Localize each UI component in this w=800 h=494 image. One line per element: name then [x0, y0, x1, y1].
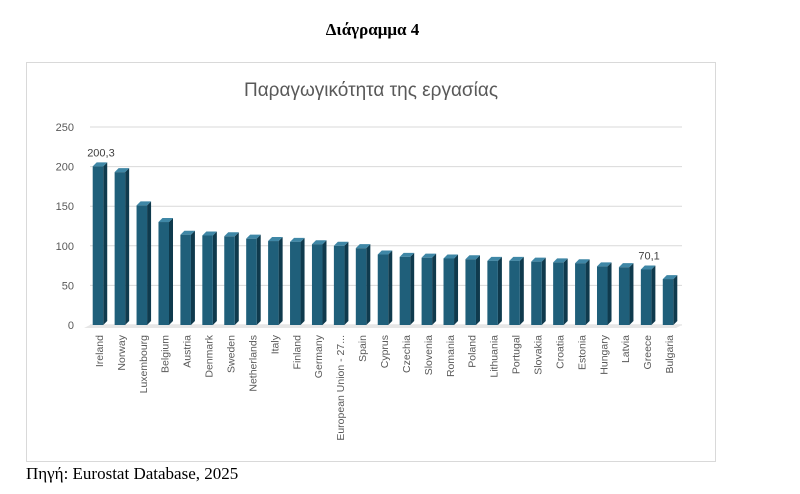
bar	[509, 256, 524, 325]
x-tick-label: Cyprus	[379, 335, 391, 368]
x-tick-label: Italy	[269, 334, 281, 354]
figure-caption: Διάγραμμα 4	[325, 20, 420, 39]
bar	[618, 263, 634, 325]
x-tick-label: Bulgaria	[664, 335, 676, 374]
bar	[246, 234, 261, 325]
bar	[443, 254, 459, 325]
bar	[662, 275, 678, 325]
bar	[553, 258, 568, 325]
x-tick-label: Romania	[445, 335, 457, 377]
x-tick-label: Spain	[357, 335, 369, 362]
bar	[333, 241, 349, 325]
source-note: Πηγή: Eurostat Database, 2025	[26, 464, 239, 483]
bar-chart: Παραγωγικότητα της εργασίας 0 50 100 150 200…	[56, 80, 682, 441]
bar	[158, 218, 174, 325]
y-tick-label: 0	[68, 320, 74, 332]
x-tick-label: Slovenia	[423, 335, 435, 375]
y-tick-label: 250	[56, 122, 74, 134]
x-tick-label: Czechia	[401, 335, 413, 373]
chart-frame: Παραγωγικότητα της εργασίας 0 50 100 150 200…	[26, 62, 716, 462]
bar	[465, 255, 480, 325]
bar	[421, 253, 437, 325]
x-tick-label: Estonia	[576, 335, 588, 370]
x-tick-label: Sweden	[226, 335, 238, 373]
bar	[377, 250, 393, 325]
x-tick-label: Latvia	[620, 335, 632, 363]
x-tick-label: Belgium	[160, 335, 172, 373]
y-tick-label: 200	[56, 162, 74, 174]
bar	[224, 232, 239, 325]
bar	[290, 237, 305, 325]
x-tick-label: Netherlands	[247, 335, 259, 392]
bar	[575, 259, 590, 325]
bar	[180, 230, 195, 325]
x-tick-label: Greece	[642, 335, 654, 370]
x-tick-label: Norway	[116, 334, 128, 370]
bar	[640, 265, 656, 325]
x-tick-label: Lithuania	[489, 335, 501, 378]
x-tick-label: Denmark	[204, 334, 216, 377]
x-tick-label: Poland	[467, 335, 479, 368]
x-tick-label: Slovakia	[532, 335, 544, 375]
y-tick-label: 50	[62, 280, 74, 292]
bar	[311, 240, 327, 325]
bar	[268, 237, 283, 325]
x-tick-label: Germany	[313, 334, 325, 378]
x-tick-label: Hungary	[598, 334, 610, 374]
x-tick-label: Luxembourg	[138, 335, 150, 394]
x-tick-label: European Union - 27...	[335, 335, 347, 441]
chart-floor	[84, 325, 682, 328]
bar	[596, 262, 612, 325]
bar	[114, 168, 130, 325]
bar	[531, 257, 546, 325]
bar	[355, 244, 371, 325]
chart-title: Παραγωγικότητα της εργασίας	[244, 80, 498, 101]
x-tick-label: Portugal	[511, 335, 523, 374]
bar	[399, 252, 415, 325]
x-tick-label: Ireland	[94, 335, 106, 367]
data-label: 200,3	[87, 147, 115, 159]
bar	[136, 201, 152, 325]
bar	[487, 256, 502, 325]
bar	[92, 162, 108, 325]
data-label: 70,1	[638, 250, 659, 262]
y-tick-label: 150	[56, 201, 74, 213]
bar	[202, 231, 217, 325]
y-tick-label: 100	[56, 241, 74, 253]
x-tick-label: Finland	[291, 335, 303, 370]
x-tick-label: Austria	[182, 335, 194, 368]
x-tick-label: Croatia	[554, 335, 566, 369]
